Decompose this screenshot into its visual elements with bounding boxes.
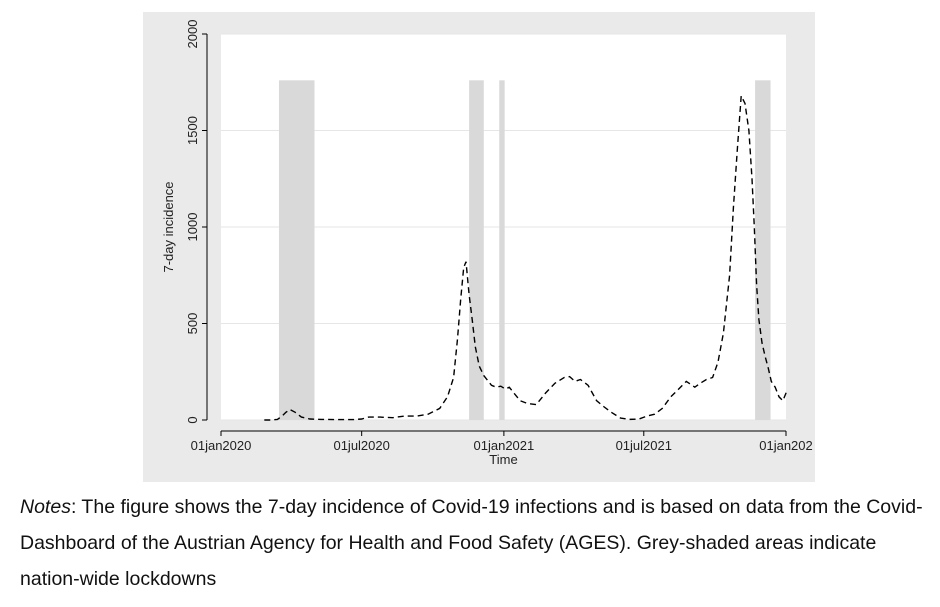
y-tick-label: 1500 — [185, 116, 200, 145]
y-tick-label: 2000 — [185, 20, 200, 49]
notes-label: Notes — [20, 496, 71, 518]
lockdown-shade — [278, 80, 315, 420]
series-line — [264, 93, 788, 421]
x-tick-label: 01jul2021 — [616, 438, 672, 453]
y-axis-title: 7-day incidence — [161, 181, 176, 272]
y-tick-label: 500 — [185, 313, 200, 335]
x-tick-label: 01jan2021 — [474, 438, 535, 453]
x-tick-label: 01jul2020 — [333, 438, 389, 453]
line-chart: 0 500 1000 1500 2000 01jan2020 01jul2020 01jan2… — [161, 20, 813, 467]
lockdown-shade — [469, 80, 484, 420]
lockdown-shade — [755, 80, 771, 420]
y-tick-label: 1000 — [185, 213, 200, 242]
x-tick-label: 01jan202 — [759, 438, 813, 453]
figure-notes: Notes: The figure shows the 7-day incide… — [20, 489, 935, 597]
lockdown-shade — [499, 80, 505, 420]
chart-panel: 0 500 1000 1500 2000 01jan2020 01jul2020 01jan2… — [143, 12, 815, 482]
x-tick-label: 01jan2020 — [191, 438, 252, 453]
x-axis-title: Time — [489, 452, 517, 467]
notes-text: : The figure shows the 7-day incidence o… — [20, 496, 923, 590]
y-tick-label: 0 — [185, 416, 200, 423]
